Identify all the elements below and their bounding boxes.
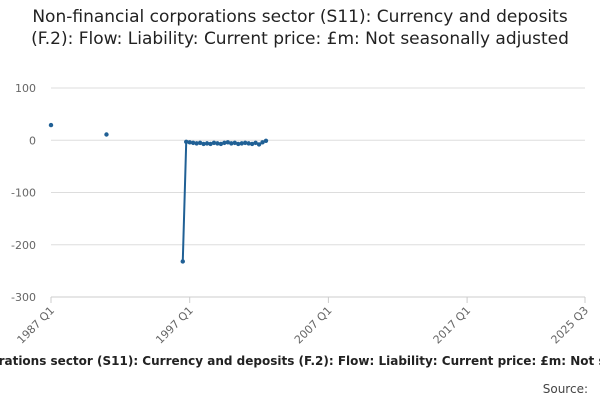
data-point bbox=[197, 140, 203, 146]
data-point bbox=[187, 140, 192, 145]
data-point bbox=[180, 259, 185, 264]
data-point bbox=[218, 141, 224, 147]
data-point bbox=[246, 141, 251, 146]
data-point bbox=[104, 132, 109, 137]
data-point bbox=[204, 141, 210, 146]
y-tick-label: -300 bbox=[11, 291, 36, 304]
data-point bbox=[222, 140, 227, 146]
source-label: Source: bbox=[542, 382, 588, 396]
x-tick-label: 2007 Q1 bbox=[292, 304, 335, 347]
data-point bbox=[253, 140, 258, 146]
y-tick-label: -200 bbox=[11, 239, 36, 252]
data-point bbox=[260, 140, 265, 145]
chart-title: Non-financial corporations sector (S11):… bbox=[31, 7, 569, 49]
y-tick-label: 0 bbox=[29, 134, 36, 147]
data-point bbox=[229, 141, 234, 146]
data-point bbox=[211, 140, 217, 146]
data-point bbox=[249, 141, 255, 147]
data-point bbox=[48, 122, 54, 128]
data-point bbox=[215, 141, 220, 146]
legend-label: Non-financial corporations sector (S11):… bbox=[0, 354, 600, 368]
x-tick-label: 1987 Q1 bbox=[15, 304, 58, 347]
data-point bbox=[201, 141, 206, 147]
data-point bbox=[208, 141, 213, 147]
data-point bbox=[242, 140, 248, 146]
x-tick-label: 2025 Q3 bbox=[549, 304, 592, 347]
data-point bbox=[184, 139, 189, 145]
series-line bbox=[181, 139, 267, 262]
data-point bbox=[256, 142, 262, 147]
data-point bbox=[263, 138, 269, 143]
x-tick-label: 1997 Q1 bbox=[153, 304, 196, 347]
data-point bbox=[225, 140, 231, 145]
legend: Non-financial corporations sector (S11):… bbox=[0, 351, 600, 371]
y-tick-label: 100 bbox=[15, 82, 36, 95]
data-point bbox=[194, 141, 199, 146]
data-point bbox=[236, 141, 241, 147]
data-point bbox=[232, 140, 237, 146]
data-point bbox=[239, 141, 244, 146]
data-point bbox=[190, 140, 196, 146]
y-tick-label: -100 bbox=[11, 187, 36, 200]
x-tick-label: 2017 Q1 bbox=[431, 304, 474, 347]
